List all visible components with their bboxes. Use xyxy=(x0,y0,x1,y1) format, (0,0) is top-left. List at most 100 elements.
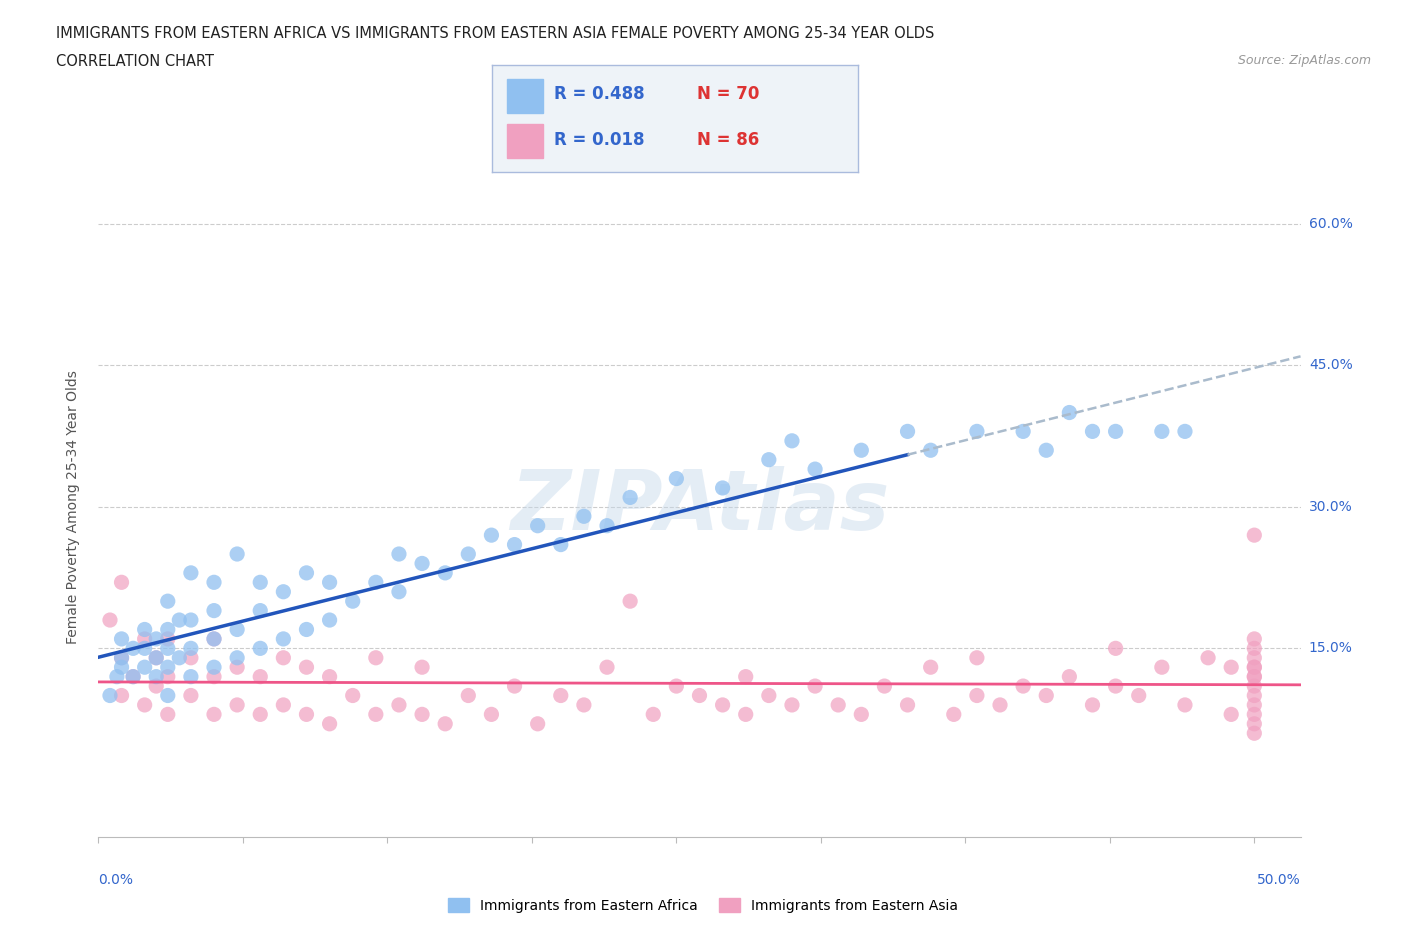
Point xyxy=(619,593,641,608)
Point xyxy=(156,641,179,656)
Point xyxy=(1059,670,1081,684)
Point xyxy=(572,698,595,712)
Point xyxy=(273,584,295,599)
Point xyxy=(295,622,318,637)
Point xyxy=(388,584,411,599)
Point xyxy=(1243,631,1265,646)
Point xyxy=(318,670,340,684)
Point xyxy=(1220,707,1243,722)
Text: R = 0.018: R = 0.018 xyxy=(554,131,645,149)
Point xyxy=(1150,424,1173,439)
Point xyxy=(156,688,179,703)
Point xyxy=(226,622,249,637)
Point xyxy=(1197,650,1219,665)
Legend: Immigrants from Eastern Africa, Immigrants from Eastern Asia: Immigrants from Eastern Africa, Immigran… xyxy=(443,893,963,919)
Point xyxy=(1243,688,1265,703)
Point xyxy=(1243,670,1265,684)
Point xyxy=(180,565,202,580)
Point xyxy=(110,650,132,665)
Point xyxy=(711,698,734,712)
Point xyxy=(596,518,619,533)
Point xyxy=(122,641,145,656)
Point xyxy=(1220,659,1243,674)
Point xyxy=(1128,688,1150,703)
Point xyxy=(202,604,225,618)
Text: 60.0%: 60.0% xyxy=(1309,217,1353,231)
Point xyxy=(273,650,295,665)
Point xyxy=(434,716,457,731)
Point xyxy=(481,527,503,542)
Point xyxy=(145,679,167,694)
Point xyxy=(1243,670,1265,684)
Point xyxy=(249,670,271,684)
Point xyxy=(295,565,318,580)
Point xyxy=(920,659,942,674)
Point xyxy=(388,698,411,712)
Point xyxy=(966,424,988,439)
Text: ZIPAtlas: ZIPAtlas xyxy=(510,466,889,548)
Point xyxy=(665,472,688,486)
Point xyxy=(122,670,145,684)
Point xyxy=(1035,688,1057,703)
Text: 45.0%: 45.0% xyxy=(1309,358,1353,372)
Point xyxy=(202,707,225,722)
Point xyxy=(180,688,202,703)
Point xyxy=(619,490,641,505)
Point xyxy=(295,707,318,722)
Point xyxy=(295,659,318,674)
Point xyxy=(851,707,873,722)
Point xyxy=(342,688,364,703)
Point xyxy=(273,698,295,712)
Point xyxy=(156,631,179,646)
Point xyxy=(596,659,619,674)
Point xyxy=(134,698,156,712)
Point xyxy=(1174,424,1197,439)
Point xyxy=(145,650,167,665)
Point xyxy=(134,631,156,646)
Point xyxy=(434,565,457,580)
Point xyxy=(105,670,128,684)
Point xyxy=(920,443,942,458)
Point xyxy=(1243,527,1265,542)
Text: N = 70: N = 70 xyxy=(697,85,759,103)
Point xyxy=(226,659,249,674)
Point xyxy=(180,613,202,628)
Point xyxy=(780,433,803,448)
Point xyxy=(249,641,271,656)
Point xyxy=(202,631,225,646)
Point xyxy=(318,575,340,590)
Point xyxy=(1104,641,1126,656)
Text: 30.0%: 30.0% xyxy=(1309,499,1353,514)
Point xyxy=(1243,650,1265,665)
Point xyxy=(1243,725,1265,740)
Point xyxy=(896,424,918,439)
Point xyxy=(734,670,756,684)
Point xyxy=(364,650,387,665)
Point xyxy=(966,650,988,665)
Point xyxy=(665,679,688,694)
Point xyxy=(503,538,526,552)
Point xyxy=(180,650,202,665)
Point xyxy=(643,707,665,722)
Point xyxy=(134,622,156,637)
Point xyxy=(896,698,918,712)
Point xyxy=(1243,716,1265,731)
Point xyxy=(273,631,295,646)
Point xyxy=(249,575,271,590)
Point xyxy=(481,707,503,722)
Point xyxy=(1243,641,1265,656)
Point xyxy=(572,509,595,524)
Point xyxy=(1104,424,1126,439)
Point xyxy=(342,593,364,608)
Point xyxy=(550,538,572,552)
Point xyxy=(1243,659,1265,674)
Point xyxy=(688,688,710,703)
Point xyxy=(145,670,167,684)
Point xyxy=(145,650,167,665)
Point xyxy=(550,688,572,703)
Point xyxy=(110,575,132,590)
Point xyxy=(156,659,179,674)
Point xyxy=(110,659,132,674)
Point xyxy=(226,650,249,665)
Point xyxy=(364,707,387,722)
